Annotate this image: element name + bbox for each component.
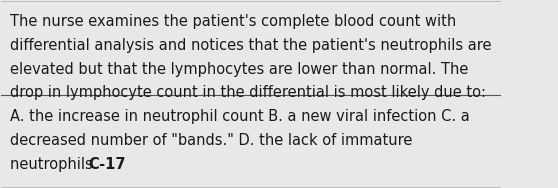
- Text: differential analysis and notices that the patient's neutrophils are: differential analysis and notices that t…: [11, 38, 492, 53]
- Text: elevated but that the lymphocytes are lower than normal. The: elevated but that the lymphocytes are lo…: [11, 62, 469, 77]
- Text: A. the increase in neutrophil count B. a new viral infection C. a: A. the increase in neutrophil count B. a…: [11, 109, 470, 124]
- Text: neutrophils: neutrophils: [11, 157, 98, 172]
- Text: drop in lymphocyte count in the differential is most likely due to:: drop in lymphocyte count in the differen…: [11, 86, 487, 100]
- Text: The nurse examines the patient's complete blood count with: The nurse examines the patient's complet…: [11, 14, 456, 29]
- Text: decreased number of "bands." D. the lack of immature: decreased number of "bands." D. the lack…: [11, 133, 413, 148]
- Text: C-17: C-17: [88, 157, 126, 172]
